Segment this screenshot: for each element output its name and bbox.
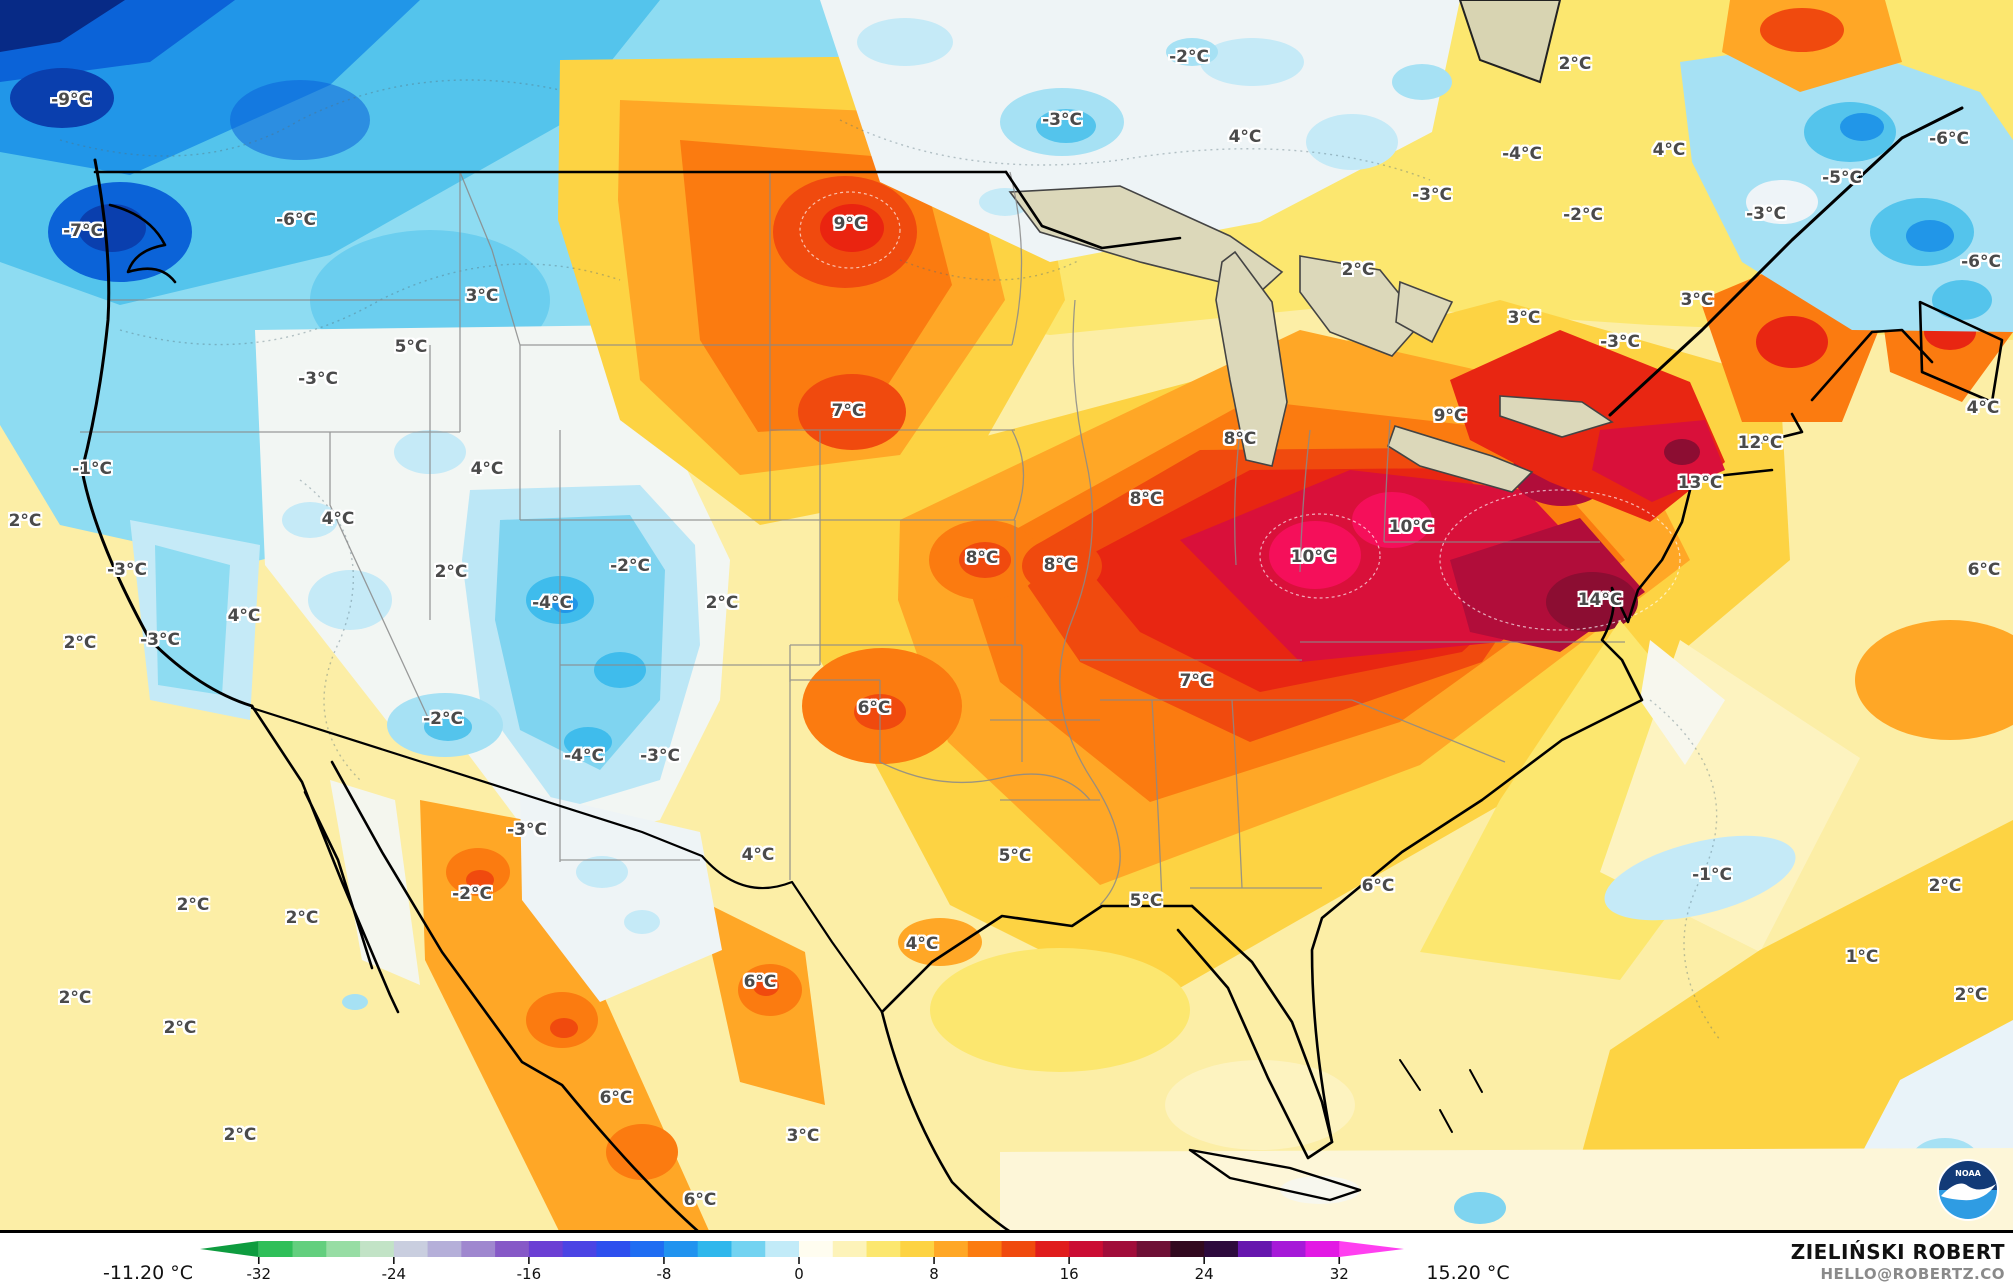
colorbar-tick-label: 16 (1060, 1265, 1079, 1283)
colorbar-ticks: -32 -24 -16 -8 0 8 16 24 32 (247, 1257, 1349, 1283)
map-svg: NOAA (0, 0, 2013, 1233)
credit-name: ZIELIŃSKI ROBERT (1790, 1240, 2005, 1264)
colorbar-tick-label: 32 (1330, 1265, 1349, 1283)
credit-block: ZIELIŃSKI ROBERT HELLO@ROBERTZ.CO (1791, 1240, 2005, 1284)
colorbar-tick-label: 24 (1195, 1265, 1214, 1283)
colorbar-tick-label: -16 (517, 1265, 542, 1283)
map-canvas: NOAA -9°C -7°C -6°C 3°C 5°C -3°C -1°C 2°C -3°C 4°… (0, 0, 2013, 1233)
noaa-logo: NOAA (1937, 1159, 1999, 1221)
credit-email: HELLO@ROBERTZ.CO (1820, 1265, 2005, 1283)
colorbar-area: -32 -24 -16 -8 0 8 16 24 32 -11.20 °C 15.20 °C (0, 1233, 2013, 1287)
colorbar-tick-label: -32 (247, 1265, 272, 1283)
colorbar-tick-label: 0 (794, 1265, 804, 1283)
colorbar-tick-label: -24 (382, 1265, 407, 1283)
colorbar-min-label: -11.20 °C (102, 1262, 194, 1284)
colorbar-tick-label: -8 (656, 1265, 671, 1283)
svg-text:NOAA: NOAA (1955, 1169, 1981, 1178)
colorbar-gradient (200, 1241, 1404, 1257)
colorbar-tick-label: 8 (929, 1265, 939, 1283)
colorbar-max-label: 15.20 °C (1426, 1262, 1510, 1284)
colorbar-svg: -32 -24 -16 -8 0 8 16 24 32 (200, 1241, 1404, 1283)
